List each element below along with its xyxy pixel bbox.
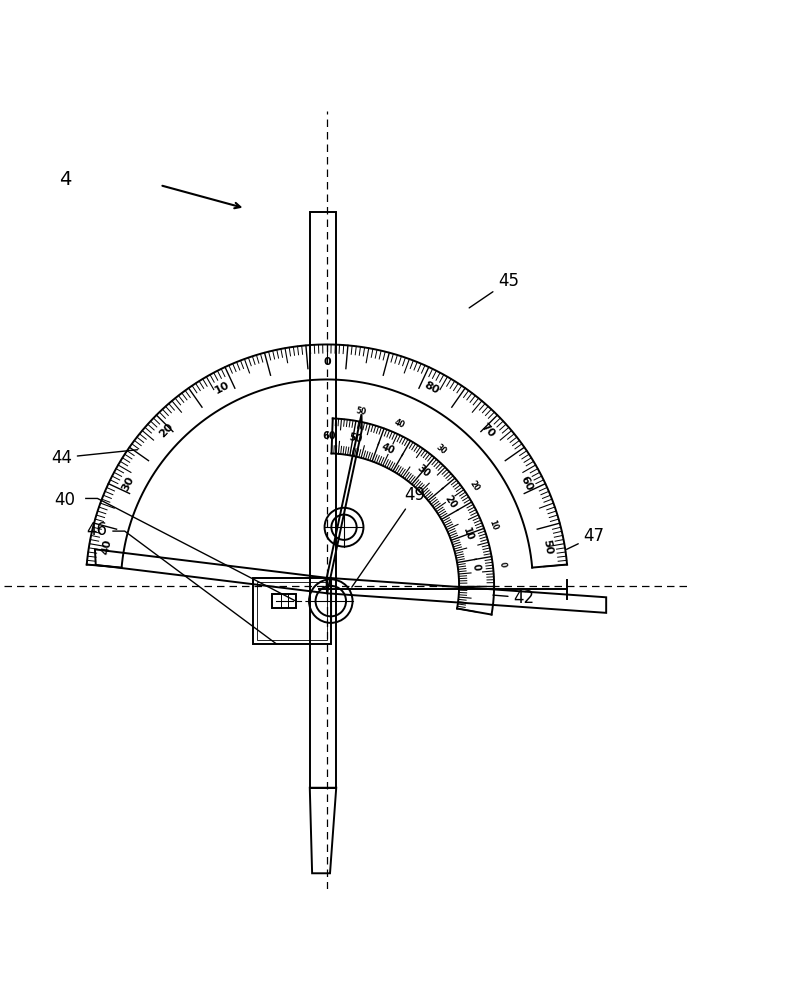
Text: 30: 30	[415, 463, 432, 479]
Text: 60: 60	[323, 431, 336, 441]
Text: 49: 49	[352, 486, 426, 587]
Text: 50: 50	[354, 406, 367, 417]
Text: 80: 80	[423, 380, 441, 396]
Text: 60: 60	[518, 475, 534, 493]
Bar	[257, 582, 327, 640]
Text: 20: 20	[443, 493, 459, 510]
Text: 44: 44	[51, 449, 138, 467]
Text: 20: 20	[467, 480, 480, 493]
Text: 10: 10	[487, 518, 500, 531]
Text: 50: 50	[348, 432, 363, 445]
Text: 10: 10	[213, 380, 231, 396]
Text: 30: 30	[119, 475, 136, 493]
Text: 50: 50	[541, 538, 553, 555]
Text: 10: 10	[461, 526, 475, 542]
Text: 47: 47	[567, 527, 604, 549]
Text: 40: 40	[101, 538, 113, 555]
Text: 30: 30	[434, 443, 448, 457]
Text: 4: 4	[59, 170, 71, 189]
Bar	[310, 212, 336, 788]
Text: 40: 40	[55, 491, 75, 509]
Text: 42: 42	[493, 589, 534, 607]
Text: 0: 0	[498, 561, 508, 567]
Bar	[273, 594, 296, 608]
Bar	[253, 578, 331, 644]
Text: 0: 0	[323, 357, 331, 367]
Text: 40: 40	[380, 441, 396, 456]
Text: 45: 45	[469, 272, 519, 308]
Text: 46: 46	[86, 521, 107, 539]
Text: 70: 70	[479, 421, 497, 439]
Text: 40: 40	[392, 417, 406, 430]
Text: 20: 20	[157, 421, 175, 439]
Text: 0: 0	[470, 563, 481, 571]
